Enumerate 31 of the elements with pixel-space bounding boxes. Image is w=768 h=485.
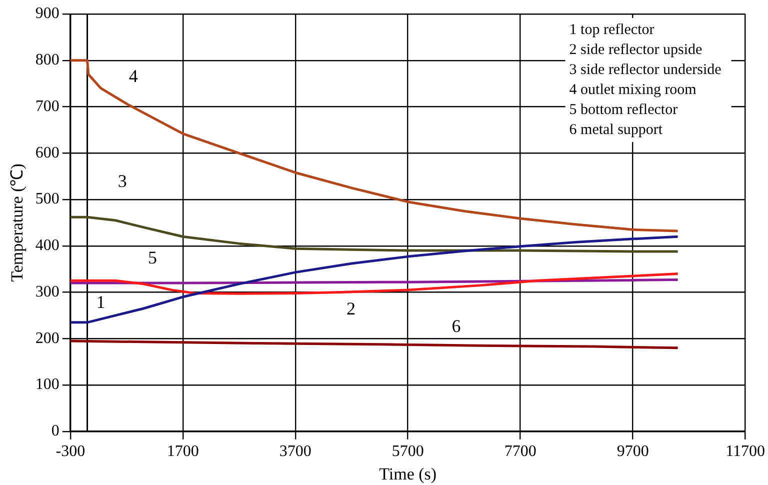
series-label: 1: [96, 292, 106, 312]
annotation: 3 side reflector underside: [569, 62, 722, 78]
x-tick-label: 3700: [279, 443, 312, 460]
annotation: 2 side reflector upside: [569, 42, 702, 58]
x-tick-label: 5700: [392, 443, 424, 460]
series-label: 3: [118, 170, 127, 191]
y-tick-label: 200: [35, 330, 60, 347]
x-tick-label: 9700: [616, 443, 649, 460]
series-label: 6: [452, 316, 461, 336]
x-axis-title: Time (s): [379, 464, 437, 484]
series-label: 2: [346, 298, 356, 319]
x-tick-label: -300: [56, 443, 86, 460]
x-tick-label: 1700: [166, 443, 199, 460]
y-tick-label: 100: [35, 376, 60, 394]
y-tick-label: 300: [35, 283, 60, 300]
annotation: 4 outlet mixing room: [569, 82, 697, 98]
y-axis-title: Temperature (℃): [8, 164, 27, 282]
series-label: 4: [128, 66, 138, 86]
y-tick-label: 600: [35, 144, 60, 162]
y-tick-label: 0: [51, 422, 60, 440]
x-tick-label: 11700: [726, 443, 765, 460]
x-tick-label: 7700: [504, 443, 536, 460]
series-label: 5: [148, 248, 158, 268]
y-tick-label: 700: [35, 98, 60, 115]
annotation: 6 metal support: [569, 122, 664, 138]
y-tick-label: 400: [35, 237, 60, 254]
annotation: 5 bottom reflector: [569, 102, 678, 118]
annotation: 1 top reflector: [569, 22, 654, 38]
y-tick-label: 900: [35, 5, 60, 22]
y-tick-label: 500: [35, 190, 60, 208]
y-tick-label: 800: [35, 52, 60, 69]
